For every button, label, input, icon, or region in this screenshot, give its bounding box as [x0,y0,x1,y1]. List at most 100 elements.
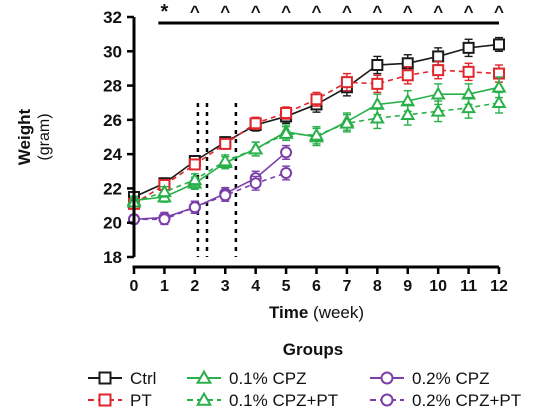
y-tick-label: 26 [103,111,122,130]
data-point [188,158,201,171]
data-point [462,65,475,78]
x-axis-title: Time (week) [269,303,364,322]
x-axis-title-unit: (week) [308,303,364,322]
significance-mark: ^ [494,2,504,21]
significance-mark: * [161,1,169,23]
data-point [187,172,203,186]
data-point [401,69,414,82]
data-point [219,189,232,202]
legend-label: 0.1% CPZ+PT [229,391,338,410]
data-point [156,184,172,198]
data-point [249,117,262,130]
significance-mark: ^ [190,2,200,21]
data-point [430,86,446,100]
data-point [217,153,233,167]
data-point [248,141,264,155]
series-0-2pct-cpz-plus-pt [128,165,293,226]
legend-item-0-2pct-cpz-plus-pt: 0.2% CPZ+PT [370,391,521,410]
legend: Groups Ctrl PT 0.1% CPZ 0.1% CPZ+PT 0.2% CPZ 0… [88,340,521,410]
significance-mark: ^ [251,2,261,21]
data-point [400,106,416,121]
plot-area: * ^ ^ ^ ^ ^ ^ ^ ^ ^ ^ ^ [126,1,507,257]
data-point [278,125,294,139]
x-tick-label: 6 [312,278,321,295]
legend-marker [195,369,213,384]
x-tick-label: 1 [160,278,169,295]
legend-marker [380,393,394,407]
x-tick-label: 4 [251,278,260,295]
y-tick-label: 22 [103,179,122,198]
y-tick-label: 30 [103,42,122,61]
data-point [493,38,505,51]
x-tick-label: 2 [190,278,199,295]
x-tick-label: 11 [460,278,477,295]
data-point [461,100,477,114]
legend-marker [98,393,112,407]
significance-mark: ^ [281,2,291,21]
x-tick-label: 9 [403,278,412,295]
y-tick-label: 28 [103,77,122,96]
data-point [430,103,446,117]
data-point [339,115,355,129]
series-0-2pct-cpz [128,144,293,226]
legend-item-0-2pct-cpz: 0.2% CPZ [370,369,489,388]
series-0-1pct-cpz-plus-pt [126,91,507,208]
data-point [340,76,353,89]
data-point [280,107,293,119]
legend-label: Ctrl [130,369,156,388]
legend-marker [195,391,213,406]
legend-label: 0.2% CPZ+PT [412,391,521,410]
data-point [280,167,293,179]
data-point [158,213,171,226]
data-point [219,137,232,150]
x-tick-label: 5 [282,278,291,295]
data-point [432,50,445,63]
data-point [309,127,324,141]
significance-mark: ^ [220,2,230,21]
legend-marker [98,371,112,385]
data-point [432,64,445,77]
y-tick-label: 24 [103,145,122,164]
x-tick-label: 10 [429,278,447,295]
data-point [462,41,475,54]
y-tick-label: 20 [103,214,122,233]
x-axis-title-main: Time [269,303,308,322]
significance-mark: ^ [464,2,474,21]
legend-label: PT [130,391,152,410]
y-tick-label: 32 [103,8,122,27]
legend-label: 0.2% CPZ [412,369,489,388]
data-point [188,201,201,214]
x-tick-label: 0 [130,278,139,295]
legend-title: Groups [283,340,343,359]
legend-item-0-1pct-cpz-plus-pt: 0.1% CPZ+PT [187,391,338,410]
data-point [249,177,262,190]
significance-mark: ^ [403,2,413,21]
data-point [491,79,507,93]
significance-mark: ^ [372,2,382,21]
legend-label: 0.1% CPZ [229,369,306,388]
y-axis-title-unit: (gram) [36,113,53,160]
data-point [369,110,385,124]
data-point [491,94,507,109]
series-line-0-2pct-cpz-plus-pt [134,172,287,221]
x-tick-label: 12 [490,278,508,295]
series-line-ctrl [133,43,500,198]
significance-mark: ^ [342,2,352,21]
series-ctrl [128,36,505,203]
significance-mark: ^ [312,2,322,21]
x-tick-label: 3 [221,278,230,295]
data-point [280,146,293,159]
y-axis-title-main: Weight [15,108,34,165]
legend-item-ctrl: Ctrl [88,369,156,388]
legend-item-pt: PT [88,391,152,410]
y-tick-label: 18 [103,248,122,267]
x-tick-label: 8 [373,278,382,295]
data-point [371,59,384,71]
data-point [371,77,384,90]
x-tick-label: 7 [342,278,351,295]
significance-mark: ^ [433,2,443,21]
legend-marker [380,371,394,385]
data-point [310,93,323,106]
